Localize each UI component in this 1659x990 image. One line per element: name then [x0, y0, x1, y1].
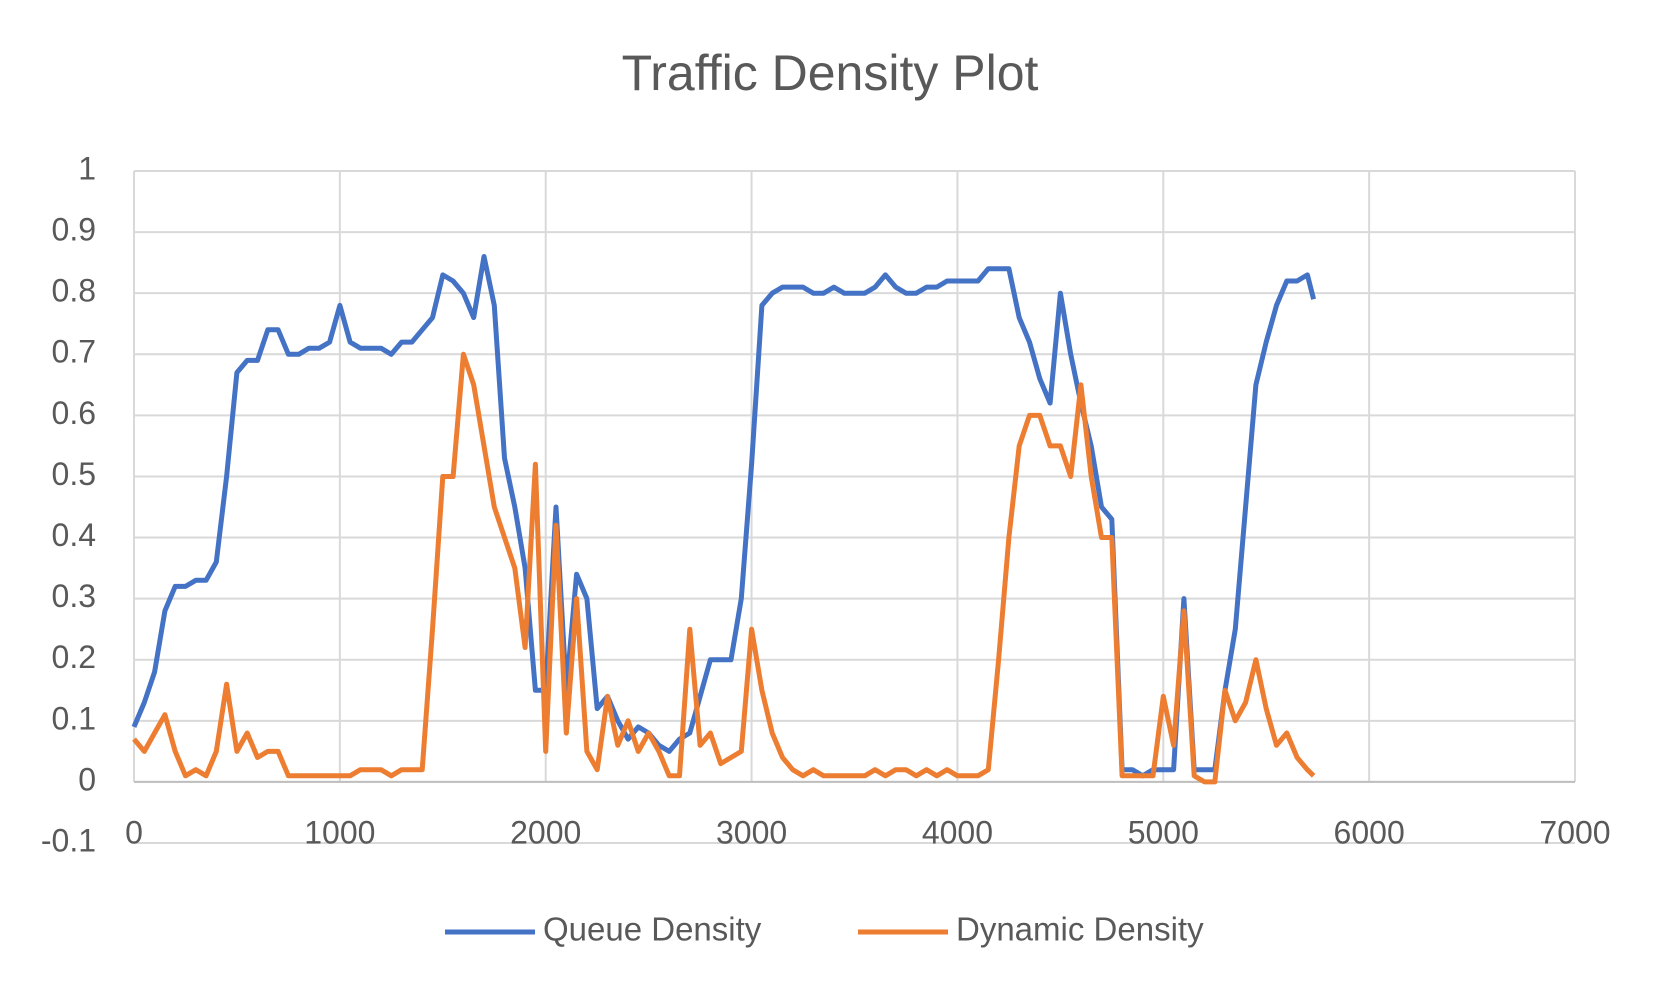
y-tick-label: 0.4 [52, 517, 96, 553]
y-tick-label: 1 [78, 150, 96, 186]
x-tick-label: 2000 [510, 814, 581, 850]
chart-title: Traffic Density Plot [622, 45, 1039, 101]
series-line [131, 254, 1317, 779]
x-tick-label: 3000 [716, 814, 787, 850]
y-tick-label: 0.2 [52, 639, 96, 675]
legend-label: Queue Density [543, 911, 762, 948]
x-tick-label: 7000 [1539, 814, 1610, 850]
y-tick-label: 0.9 [52, 212, 96, 248]
y-tick-label: 0.3 [52, 578, 96, 614]
legend-label: Dynamic Density [956, 911, 1204, 948]
y-tick-label: 0.8 [52, 273, 96, 309]
y-tick-label: -0.1 [41, 822, 96, 858]
y-tick-label: 0.5 [52, 456, 96, 492]
x-tick-label: 6000 [1334, 814, 1405, 850]
y-tick-label: 0 [78, 761, 96, 797]
x-tick-label: 0 [125, 814, 143, 850]
series-line [132, 351, 1316, 785]
y-tick-label: 0.7 [52, 334, 96, 370]
x-tick-label: 4000 [922, 814, 993, 850]
y-tick-label: 0.6 [52, 395, 96, 431]
x-tick-label: 5000 [1128, 814, 1199, 850]
x-tick-label: 1000 [304, 814, 375, 850]
y-tick-label: 0.1 [52, 700, 96, 736]
